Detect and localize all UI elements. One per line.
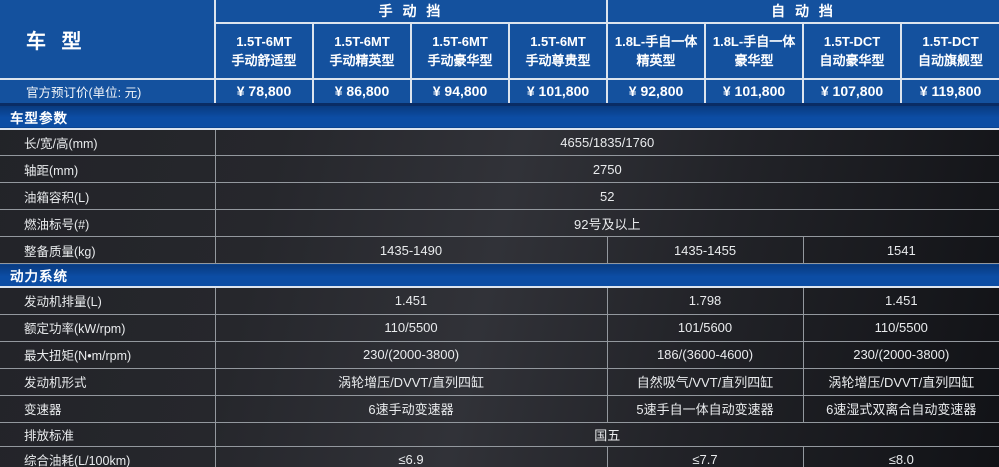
trim-variant-label: 精英型 <box>636 53 676 68</box>
spec-row: 燃油标号(#) 92号及以上 <box>0 209 999 237</box>
spec-value-cell: 4655/1835/1760 <box>215 128 999 156</box>
spec-row: 油箱容积(L) 52 <box>0 182 999 210</box>
spec-value-cell: 1435-1490 <box>215 236 608 264</box>
spec-value-cell: 52 <box>215 182 999 210</box>
spec-row-label: 轴距(mm) <box>0 155 216 183</box>
spec-value-cell: 186/(3600-4600) <box>606 341 804 369</box>
trim-header-6: 1.8L-手自一体 豪华型 <box>704 23 804 80</box>
spec-row-label: 油箱容积(L) <box>0 182 216 210</box>
spec-row-label: 整备质量(kg) <box>0 236 216 264</box>
trim-variant-label: 手动尊贵型 <box>525 53 591 68</box>
trim-variant-label: 手动精英型 <box>329 53 395 68</box>
spec-value-cell: 5速手自一体自动变速器 <box>606 395 804 423</box>
spec-row: 变速器 6速手动变速器 5速手自一体自动变速器 6速湿式双离合自动变速器 <box>0 395 999 423</box>
trim-engine-label: 1.5T-DCT <box>823 34 881 49</box>
spec-value-cell: ≤6.9 <box>398 451 424 467</box>
section-bar-row: 车型参数 <box>0 104 999 130</box>
model-header-cell: 车 型 <box>0 0 216 80</box>
spec-value-cell: 6速湿式双离合自动变速器 <box>802 395 999 423</box>
price-row-label: 官方预订价(单位: 元) <box>0 79 216 106</box>
price-cell-1: ¥ 78,800 <box>214 79 313 106</box>
spec-value-cell: 101/5600 <box>606 314 804 342</box>
section-title-2: 动力系统 <box>0 263 999 288</box>
spec-row: 发动机形式 涡轮增压/DVVT/直列四缸 自然吸气/VVT/直列四缸 涡轮增压/DVV… <box>0 368 999 396</box>
spec-row-label: 额定功率(kW/rpm) <box>0 314 216 342</box>
trim-variant-label: 手动舒适型 <box>231 53 297 68</box>
spec-row: 轴距(mm) 2750 <box>0 155 999 183</box>
trim-header-4: 1.5T-6MT 手动尊贵型 <box>507 23 608 80</box>
trim-engine-label: 1.5T-6MT <box>236 34 292 49</box>
spec-row-label: 燃油标号(#) <box>0 209 216 237</box>
trim-header-8: 1.5T-DCT 自动旗舰型 <box>900 23 999 80</box>
spec-value-cell: 1.798 <box>606 287 804 315</box>
price-cell-6: ¥ 101,800 <box>704 79 804 106</box>
price-cell-3: ¥ 94,800 <box>410 79 509 106</box>
spec-value-cell: ≤7.7 <box>606 446 804 467</box>
price-cell-5: ¥ 92,800 <box>606 79 706 106</box>
spec-value-cell: 92号及以上 <box>215 209 999 237</box>
group-header-manual: 手 动 挡 <box>215 0 608 24</box>
trim-engine-label: 1.5T-6MT <box>530 34 586 49</box>
spec-value-cell: 230/(2000-3800) <box>215 341 608 369</box>
trim-header-row: 1.5T-6MT 手动舒适型 1.5T-6MT 手动精英型 1.5T-6MT 手动豪华型 1… <box>0 23 999 80</box>
trim-engine-label: 1.5T-6MT <box>334 34 390 49</box>
spec-value-cell: 110/5500 <box>802 314 999 342</box>
spec-row: 综合油耗(L/100km) ≤6.9 ≤7.7 ≤8.0 <box>0 446 999 467</box>
spec-value-cell: 1.451 <box>802 287 999 315</box>
spec-row-label: 发动机排量(L) <box>0 287 216 315</box>
spec-row-label: 长/宽/高(mm) <box>0 128 216 156</box>
spec-row-label: 排放标准 <box>0 422 216 447</box>
spec-value-cell: 国五 <box>215 422 999 447</box>
trim-engine-label: 1.8L-手自一体 <box>712 34 796 49</box>
spec-row: 最大扭矩(N•m/rpm) 230/(2000-3800) 186/(3600-46… <box>0 341 999 369</box>
spec-row: 整备质量(kg) 1435-1490 1435-1455 1541 <box>0 236 999 264</box>
price-cell-7: ¥ 107,800 <box>802 79 902 106</box>
section-title-1: 车型参数 <box>0 104 999 130</box>
trim-engine-label: 1.8L-手自一体 <box>614 34 698 49</box>
trim-variant-label: 手动豪华型 <box>427 53 493 68</box>
spec-body: 车型参数 长/宽/高(mm) 4655/1835/1760 轴距(mm) 2750 油箱容… <box>0 104 999 467</box>
spec-value-cell: 自然吸气/VVT/直列四缸 <box>606 368 804 396</box>
spec-value-cell: 110/5500 <box>215 314 608 342</box>
trim-header-7: 1.5T-DCT 自动豪华型 <box>802 23 902 80</box>
spec-value-cell: 6速手动变速器 <box>215 395 608 423</box>
spec-row-label: 综合油耗(L/100km) <box>0 446 216 467</box>
spec-value-cell: 涡轮增压/DVVT/直列四缸 <box>802 368 999 396</box>
section-bar-row: 动力系统 <box>0 263 999 288</box>
trim-header-3: 1.5T-6MT 手动豪华型 <box>410 23 509 80</box>
spec-value-cell: 1541 <box>802 236 999 264</box>
trim-variant-label: 自动旗舰型 <box>918 53 984 68</box>
spec-value-cell: 涡轮增压/DVVT/直列四缸 <box>215 368 608 396</box>
spec-row: 额定功率(kW/rpm) 110/5500 101/5600 110/5500 <box>0 314 999 342</box>
trim-variant-label: 豪华型 <box>734 53 774 68</box>
spec-row-label: 发动机形式 <box>0 368 216 396</box>
trim-header-5: 1.8L-手自一体 精英型 <box>606 23 706 80</box>
spec-row: 排放标准 国五 <box>0 422 999 447</box>
trim-engine-label: 1.5T-6MT <box>432 34 488 49</box>
group-header-automatic: 自 动 挡 <box>606 0 999 24</box>
price-row: 官方预订价(单位: 元) ¥ 78,800 ¥ 86,800 ¥ 94,800 ¥ 1… <box>0 79 999 106</box>
spec-row: 发动机排量(L) 1.451 1.798 1.451 <box>0 287 999 315</box>
trim-engine-label: 1.5T-DCT <box>922 34 979 49</box>
spec-value-cell: 2750 <box>215 155 999 183</box>
table-header: 车 型 手 动 挡 自 动 挡 1.5T-6MT 手动舒适型 1.5T-6MT 手动精… <box>0 0 999 106</box>
spec-value-cell: 1435-1455 <box>606 236 804 264</box>
spec-value-cell: ≤8.0 <box>802 446 999 467</box>
trim-header-1: 1.5T-6MT 手动舒适型 <box>214 23 313 80</box>
spec-value-cell: 1.451 <box>215 287 608 315</box>
price-cell-4: ¥ 101,800 <box>507 79 608 106</box>
trim-variant-label: 自动豪华型 <box>819 53 885 68</box>
spec-row: 长/宽/高(mm) 4655/1835/1760 <box>0 128 999 156</box>
spec-value-cell: 230/(2000-3800) <box>802 341 999 369</box>
trim-header-2: 1.5T-6MT 手动精英型 <box>312 23 411 80</box>
spec-row-label: 最大扭矩(N•m/rpm) <box>0 341 216 369</box>
group-header-row: 车 型 手 动 挡 自 动 挡 <box>0 0 999 80</box>
price-cell-2: ¥ 86,800 <box>312 79 411 106</box>
spec-row-label: 变速器 <box>0 395 216 423</box>
price-cell-8: ¥ 119,800 <box>900 79 999 106</box>
